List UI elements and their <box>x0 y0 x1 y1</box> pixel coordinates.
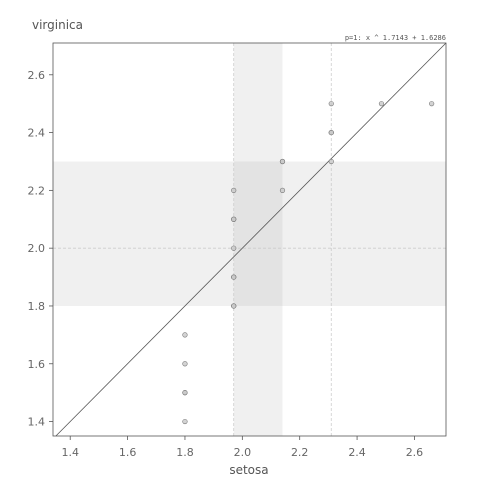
data-point <box>328 101 334 107</box>
data-point <box>182 390 188 396</box>
data-point <box>231 245 237 251</box>
x-tick-label: 1.4 <box>61 446 79 459</box>
y-tick-label: 2.0 <box>28 242 46 255</box>
x-tick-label: 2.2 <box>291 446 309 459</box>
x-tick-label: 1.8 <box>176 446 194 459</box>
x-tick-label: 2.4 <box>348 446 366 459</box>
data-point <box>328 129 334 136</box>
fit-equation-label: p=1: x ^ 1.7143 + 1.6286 <box>345 34 446 42</box>
data-point <box>182 332 188 338</box>
band-overlap <box>233 161 283 306</box>
data-point <box>279 187 286 193</box>
data-point <box>378 101 385 107</box>
plot-frame <box>52 42 447 437</box>
data-point <box>231 303 237 309</box>
data-point <box>182 361 188 367</box>
data-point <box>231 274 237 280</box>
y-tick-label: 1.4 <box>28 416 46 429</box>
y-tick-label: 1.6 <box>28 358 46 371</box>
data-point <box>429 101 435 107</box>
data-point <box>231 216 237 222</box>
data-point <box>231 187 237 193</box>
y-tick-label: 2.2 <box>28 184 46 197</box>
y-tick-label: 1.8 <box>28 300 46 313</box>
y-tick-label: 2.6 <box>28 69 46 82</box>
x-tick-label: 2.0 <box>234 446 252 459</box>
data-point <box>182 418 188 425</box>
y-tick-label: 2.4 <box>28 127 46 140</box>
data-point <box>328 158 334 165</box>
y-axis-title: virginica <box>32 18 83 32</box>
data-point <box>279 158 286 165</box>
x-tick-label: 1.6 <box>119 446 137 459</box>
x-axis-title: setosa <box>229 463 268 477</box>
x-tick-label: 2.6 <box>406 446 424 459</box>
fit-line <box>55 42 447 437</box>
